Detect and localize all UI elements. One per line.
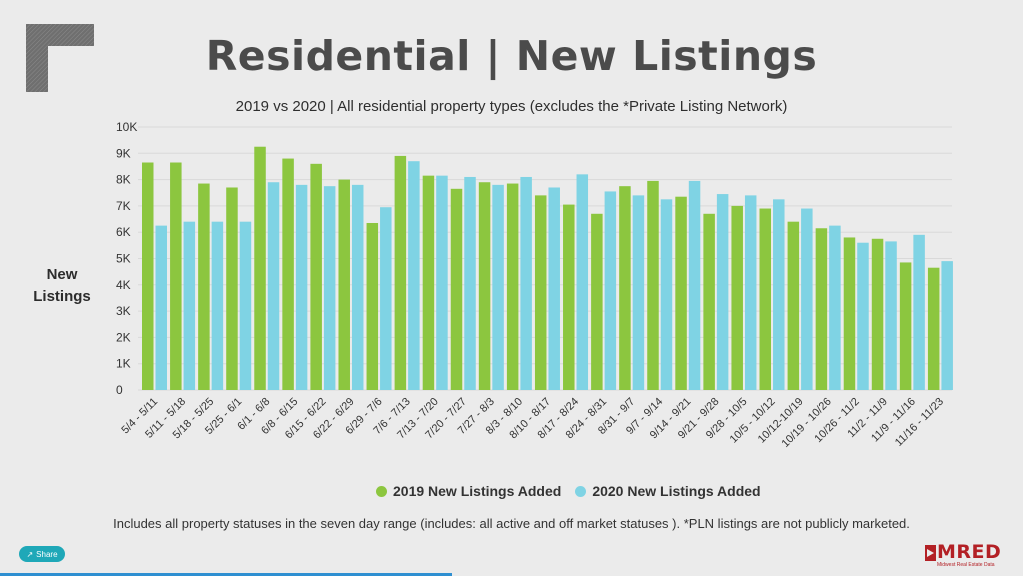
bar-2020 <box>464 176 476 390</box>
y-tick-label: 0 <box>116 383 123 397</box>
progress-bar <box>0 573 452 576</box>
bar-2020 <box>492 184 504 390</box>
mred-flag-icon <box>925 545 936 561</box>
bar-2019 <box>338 179 350 390</box>
bar-2019 <box>619 186 631 390</box>
share-button[interactable]: ↗ Share <box>19 546 65 562</box>
legend-dot-2020 <box>575 485 587 497</box>
y-axis-label-line2: Listings <box>33 288 91 305</box>
y-tick-label: 4K <box>116 278 131 292</box>
mred-wordmark: MRED <box>937 541 1002 563</box>
chart-legend: 2019 New Listings Added 2020 New Listing… <box>376 483 761 499</box>
bar-2019 <box>478 182 491 390</box>
bar-2019 <box>675 196 687 390</box>
bar-2019 <box>843 237 856 390</box>
bar-2019 <box>450 188 463 390</box>
mred-logo: MRED Midwest Real Estate Data <box>925 541 1015 569</box>
bar-2020 <box>351 184 364 390</box>
bar-2020 <box>716 194 729 390</box>
bar-2020 <box>941 261 953 390</box>
share-icon: ↗ <box>26 549 34 559</box>
y-tick-label: 9K <box>116 146 131 160</box>
bar-2020 <box>267 182 280 390</box>
bar-2019 <box>871 238 884 390</box>
bar-2020 <box>239 221 252 390</box>
bar-2020 <box>520 176 532 390</box>
bar-2019 <box>703 213 715 390</box>
bar-2020 <box>408 161 420 390</box>
y-axis-label-line1: New <box>46 266 78 283</box>
share-label: Share <box>36 549 58 559</box>
bar-2019 <box>591 213 603 390</box>
bar-2019 <box>422 175 435 390</box>
y-tick-label: 8K <box>116 173 131 187</box>
bar-2019 <box>759 208 772 390</box>
legend-item-2020: 2020 New Listings Added <box>575 483 761 499</box>
legend-item-2019: 2019 New Listings Added <box>376 483 561 499</box>
bar-2020 <box>436 175 448 390</box>
bar-2020 <box>548 187 560 390</box>
footnote: Includes all property statuses in the se… <box>113 516 910 531</box>
bar-2020 <box>155 225 167 390</box>
corner-bracket-logo <box>26 24 94 92</box>
bar-2020 <box>576 174 589 390</box>
bar-2020 <box>323 186 336 390</box>
chart-subtitle: 2019 vs 2020 | All residential property … <box>235 98 788 115</box>
y-tick-label: 3K <box>116 304 131 318</box>
bar-2019 <box>731 205 743 390</box>
bar-2020 <box>773 199 785 390</box>
y-tick-label: 6K <box>116 225 131 239</box>
chart-title: Residential | New Listings <box>205 32 818 80</box>
y-tick-label: 10K <box>116 120 137 134</box>
bar-2019 <box>310 163 322 390</box>
bar-2019 <box>787 221 800 390</box>
y-tick-label: 2K <box>116 330 131 344</box>
y-axis-label: New Listings <box>30 264 94 308</box>
bar-2020 <box>380 207 392 390</box>
y-tick-label: 7K <box>116 199 131 213</box>
bar-2020 <box>744 195 757 390</box>
bar-2019 <box>226 187 238 390</box>
bar-2020 <box>857 242 869 390</box>
bar-2019 <box>394 155 407 390</box>
bar-2019 <box>366 222 379 390</box>
bar-2019 <box>282 158 294 390</box>
legend-dot-2019 <box>376 485 387 497</box>
bar-2019 <box>815 228 828 390</box>
y-tick-label: 5K <box>116 252 131 266</box>
bar-2019 <box>198 183 210 390</box>
y-tick-label: 1K <box>116 357 131 371</box>
bar-2020 <box>688 180 701 390</box>
bar-2019 <box>534 195 547 390</box>
bar-2019 <box>647 180 659 390</box>
bar-2019 <box>927 267 940 390</box>
mred-tagline: Midwest Real Estate Data <box>937 562 995 568</box>
bar-2020 <box>829 225 841 390</box>
bar-2019 <box>563 204 575 390</box>
bar-2019 <box>506 183 519 390</box>
bar-2020 <box>295 184 308 390</box>
bar-2019 <box>899 262 912 390</box>
bar-2019 <box>142 162 154 390</box>
bar-2020 <box>211 221 224 390</box>
bar-2020 <box>801 208 813 390</box>
bar-2020 <box>604 191 617 390</box>
legend-label-2019: 2019 New Listings Added <box>393 483 562 499</box>
bar-2020 <box>183 221 196 390</box>
bar-2020 <box>660 199 673 390</box>
bar-2019 <box>254 146 266 390</box>
bar-2020 <box>913 234 925 390</box>
legend-label-2020: 2020 New Listings Added <box>592 483 761 499</box>
bar-2020 <box>885 241 897 390</box>
bar-2020 <box>632 195 645 390</box>
bar-2019 <box>170 162 182 390</box>
